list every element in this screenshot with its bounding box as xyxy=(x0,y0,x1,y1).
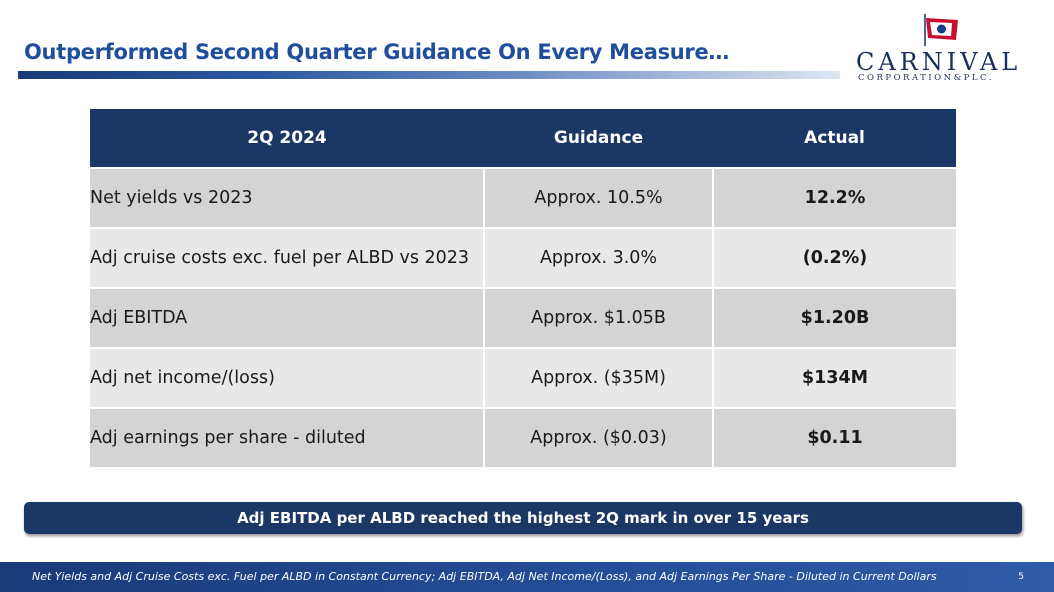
guidance-table: 2Q 2024 Guidance Actual Net yields vs 20… xyxy=(90,109,956,467)
footer-bar: Net Yields and Adj Cruise Costs exc. Fue… xyxy=(0,562,1054,592)
table-row: Adj net income/(loss) Approx. ($35M) $13… xyxy=(90,347,956,408)
guidance-cell: Approx. 3.0% xyxy=(484,227,714,288)
title-underline xyxy=(18,71,840,79)
logo-wordmark: CARNIVAL xyxy=(856,48,1022,76)
metric-cell: Net yields vs 2023 xyxy=(90,167,485,228)
page-title: Outperformed Second Quarter Guidance On … xyxy=(24,40,730,64)
column-header-actual: Actual xyxy=(713,109,956,168)
carnival-logo: CARNIVAL CORPORATION&PLC. xyxy=(852,12,1032,87)
funnel-flag-icon xyxy=(924,14,958,46)
footnote: Net Yields and Adj Cruise Costs exc. Fue… xyxy=(32,570,937,583)
actual-cell: 12.2% xyxy=(713,167,956,228)
actual-cell: $134M xyxy=(713,347,956,408)
highlight-banner: Adj EBITDA per ALBD reached the highest … xyxy=(24,502,1022,534)
column-header-guidance: Guidance xyxy=(484,109,713,168)
guidance-cell: Approx. ($0.03) xyxy=(484,407,714,467)
actual-cell: $0.11 xyxy=(713,407,956,467)
table-row: Net yields vs 2023 Approx. 10.5% 12.2% xyxy=(90,167,956,228)
actual-cell: (0.2%) xyxy=(713,227,956,288)
guidance-cell: Approx. 10.5% xyxy=(484,167,714,228)
guidance-cell: Approx. $1.05B xyxy=(484,287,714,348)
table-row: Adj earnings per share - diluted Approx.… xyxy=(90,407,956,467)
metric-cell: Adj cruise costs exc. fuel per ALBD vs 2… xyxy=(90,227,485,288)
page-number: 5 xyxy=(1018,572,1024,582)
metric-cell: Adj net income/(loss) xyxy=(90,347,485,408)
actual-cell: $1.20B xyxy=(713,287,956,348)
column-header-period: 2Q 2024 xyxy=(90,109,484,168)
metric-cell: Adj earnings per share - diluted xyxy=(90,407,485,467)
highlight-banner-text: Adj EBITDA per ALBD reached the highest … xyxy=(237,509,809,527)
metric-cell: Adj EBITDA xyxy=(90,287,485,348)
table-header-row: 2Q 2024 Guidance Actual xyxy=(90,109,956,168)
logo-subline: CORPORATION&PLC. xyxy=(858,73,994,83)
table-row: Adj EBITDA Approx. $1.05B $1.20B xyxy=(90,287,956,348)
table-row: Adj cruise costs exc. fuel per ALBD vs 2… xyxy=(90,227,956,288)
guidance-cell: Approx. ($35M) xyxy=(484,347,714,408)
